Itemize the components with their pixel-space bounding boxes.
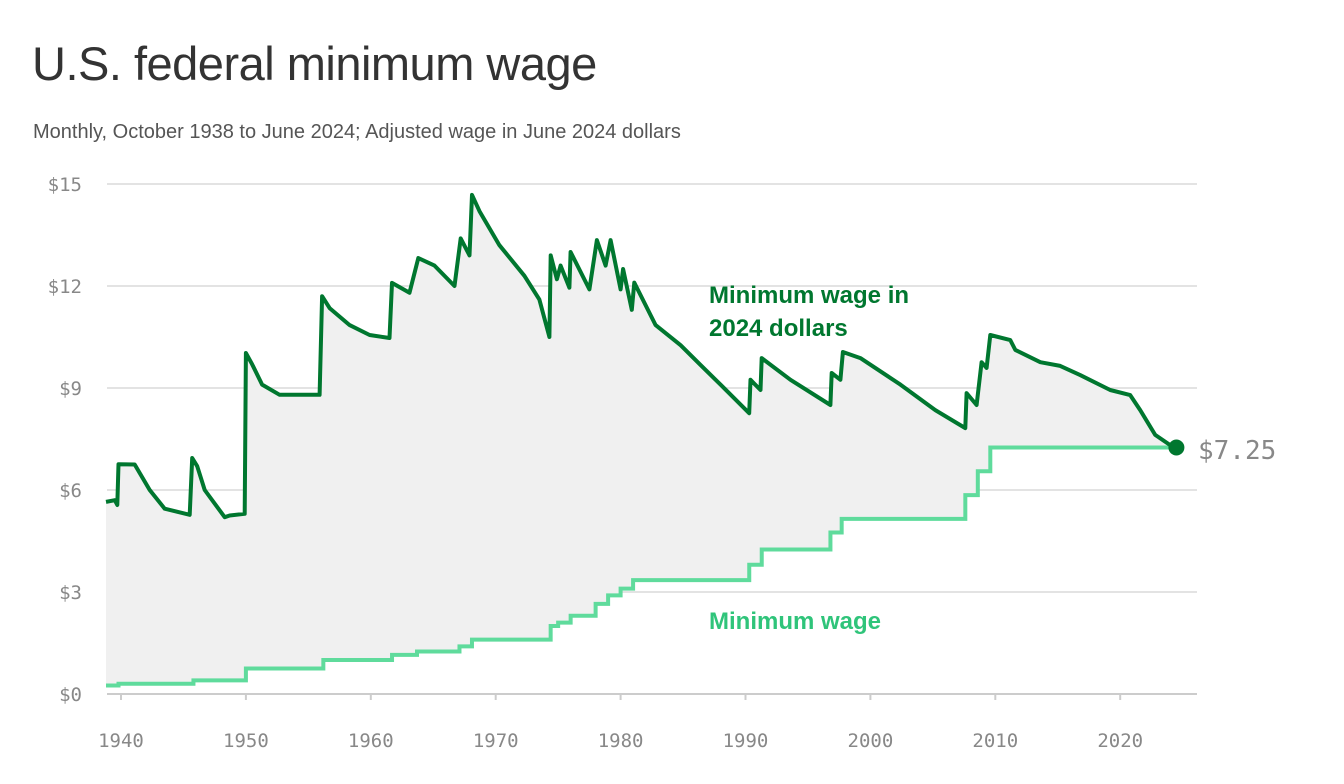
x-tick-label: 2010 xyxy=(972,730,1018,752)
end-point-marker xyxy=(1168,439,1185,456)
end-value-label: $7.25 xyxy=(1198,436,1276,466)
series-label-adjusted-line1: Minimum wage in xyxy=(709,282,909,309)
y-tick-label: $6 xyxy=(59,480,82,502)
chart-subtitle: Monthly, October 1938 to June 2024; Adju… xyxy=(33,121,681,143)
y-tick-label: $9 xyxy=(59,378,82,400)
x-axis: 1940 1950 1960 1970 1980 1990 2000 2010 2020 xyxy=(98,694,1143,752)
series-label-adjusted-line2: 2024 dollars xyxy=(709,315,848,342)
x-tick-label: 2020 xyxy=(1097,730,1143,752)
x-tick-label: 1960 xyxy=(348,730,394,752)
chart-title: U.S. federal minimum wage xyxy=(32,37,597,90)
x-tick-label: 1970 xyxy=(473,730,519,752)
x-tick-label: 1940 xyxy=(98,730,144,752)
series-line-adjusted-wage xyxy=(105,192,1178,520)
y-tick-label: $0 xyxy=(59,684,82,706)
y-tick-label: $15 xyxy=(48,174,82,196)
series-line-minimum-wage xyxy=(106,445,1177,688)
x-tick-label: 2000 xyxy=(848,730,894,752)
series-label-minimum-wage: Minimum wage xyxy=(709,608,881,635)
x-tick-label: 1990 xyxy=(723,730,769,752)
y-axis: $0 $3 $6 $9 $12 $15 xyxy=(48,174,82,706)
y-tick-label: $12 xyxy=(48,276,82,298)
x-tick-label: 1980 xyxy=(598,730,644,752)
x-tick-label: 1950 xyxy=(223,730,269,752)
y-tick-label: $3 xyxy=(59,582,82,604)
gap-area xyxy=(106,194,1177,686)
